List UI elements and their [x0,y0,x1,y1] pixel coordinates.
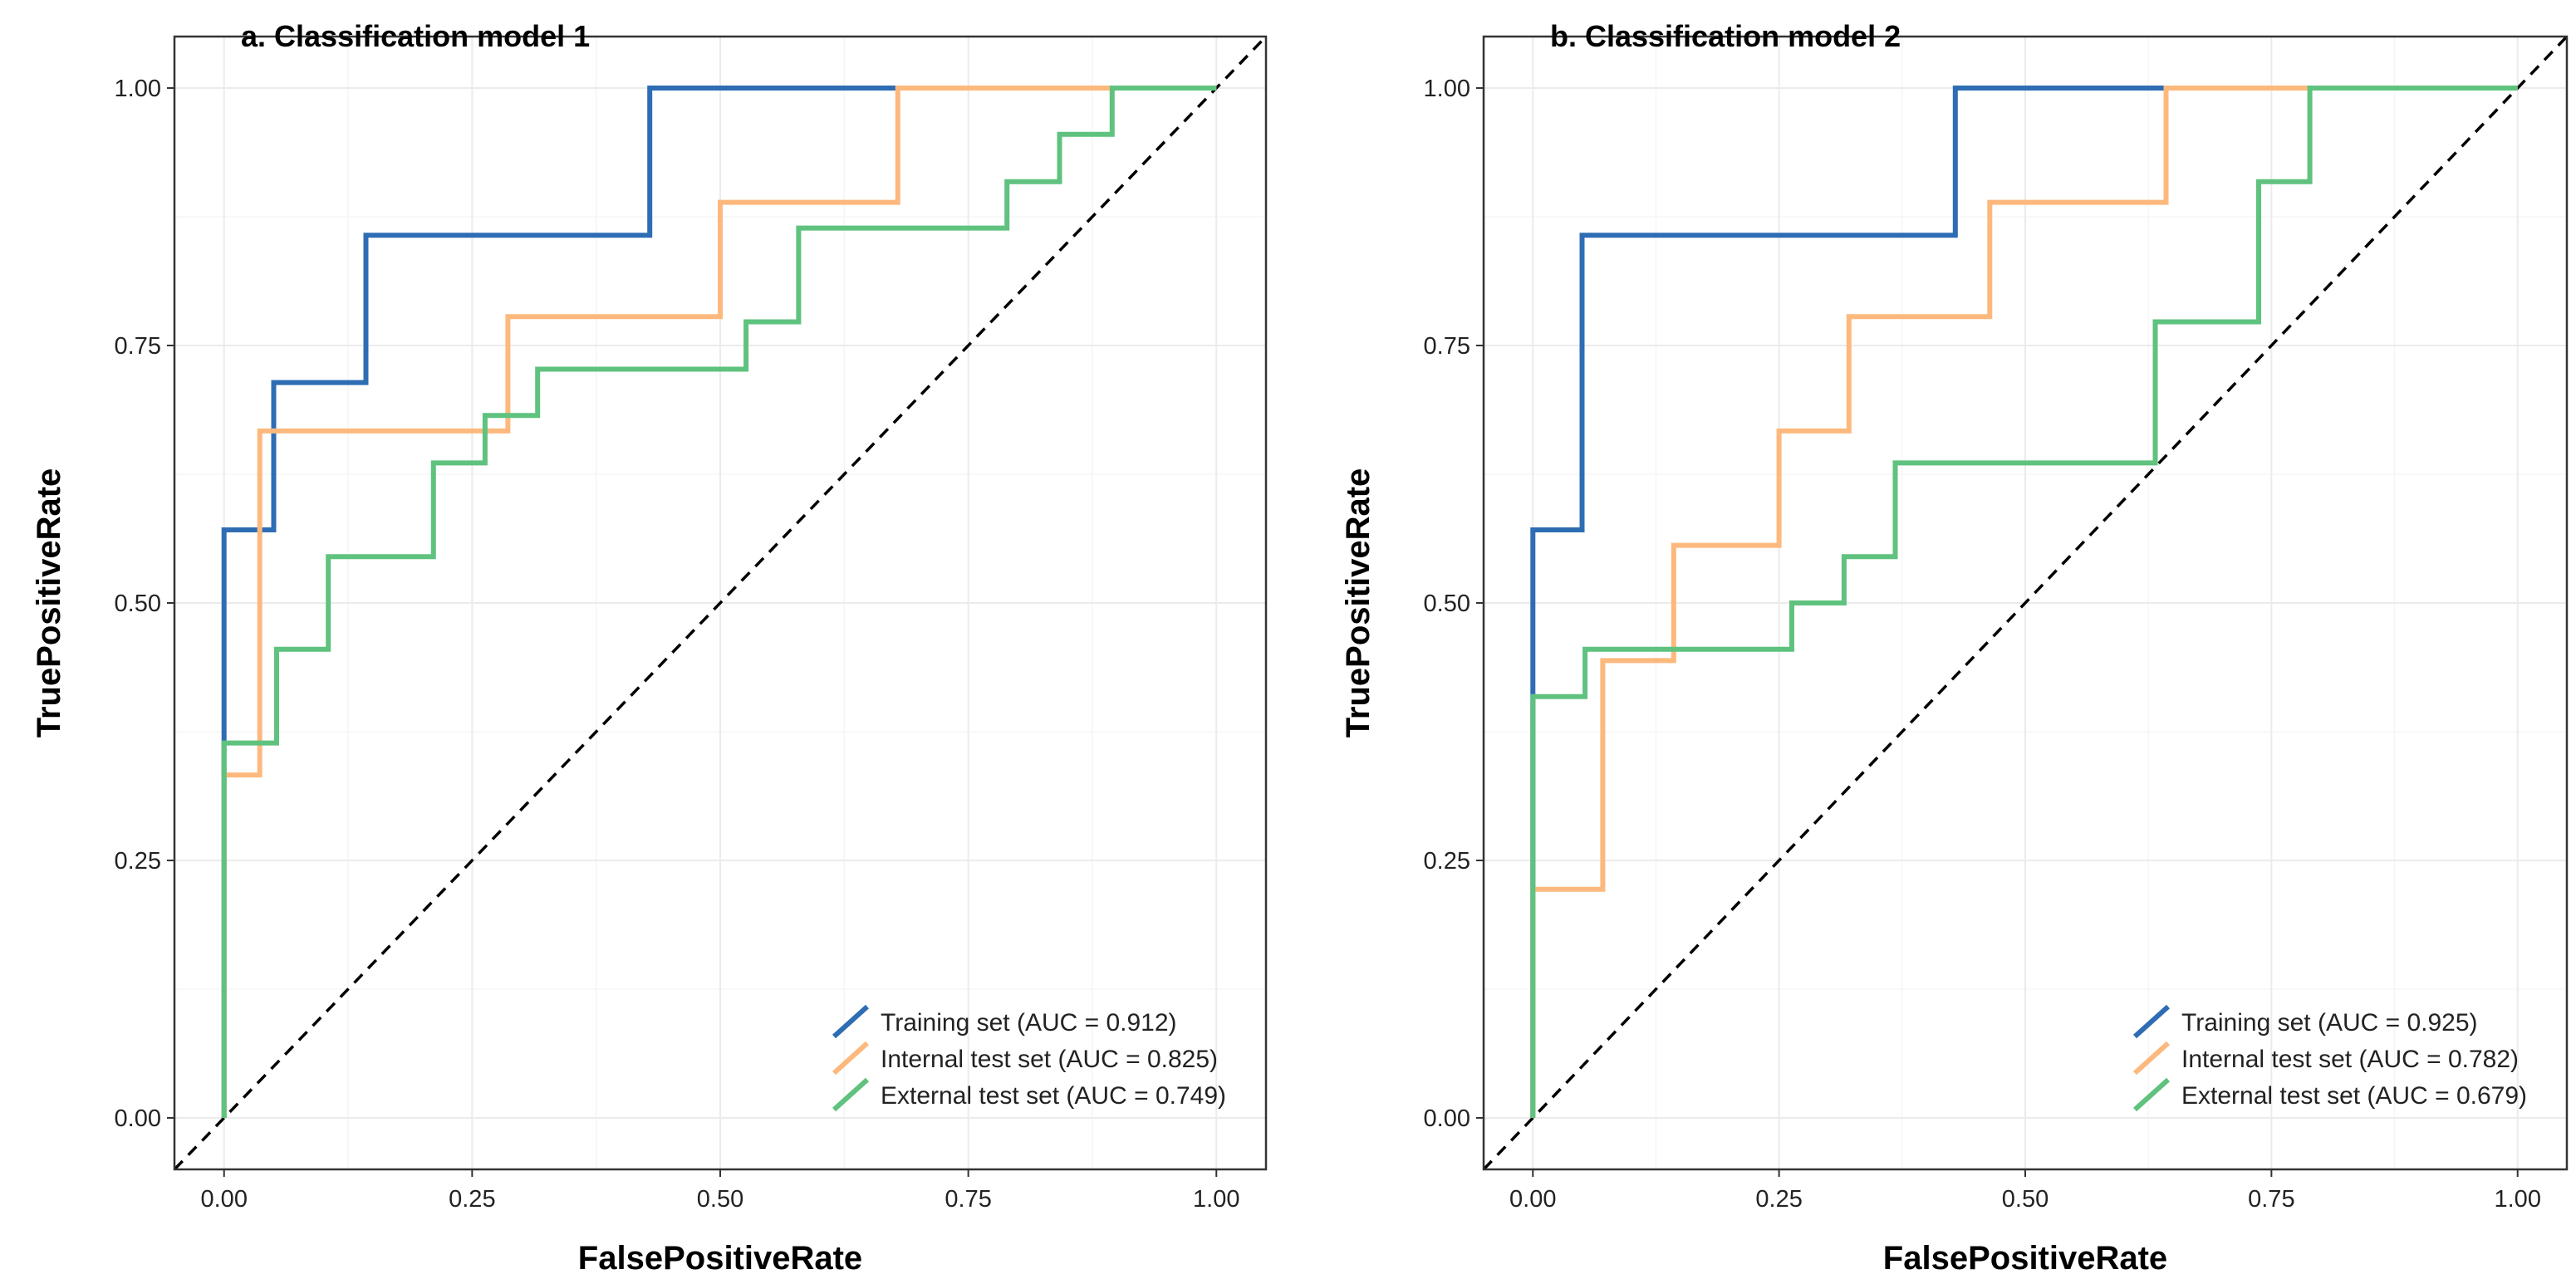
roc-curve-series-1 [221,86,1217,1118]
legend: Training set (AUC = 0.925) Internal test … [2132,1004,2527,1112]
x-tick-label: 1.00 [2495,1186,2541,1213]
y-tick-label: 0.75 [115,333,161,360]
roc-curve-series-1 [1530,86,2518,1118]
x-axis-title: FalsePositiveRate [1883,1240,2167,1277]
y-tick-label: 0.25 [1424,848,1470,875]
legend-key-series-2 [2132,1041,2171,1076]
y-tick-label: 0.00 [1424,1105,1470,1132]
legend-label: Training set (AUC = 0.912) [881,1009,1177,1037]
reference-diagonal-line [173,35,1268,1171]
x-tick-label: 0.00 [201,1186,248,1213]
x-axis-title: FalsePositiveRate [578,1240,862,1277]
chart-panel-a: 0.00 0.25 0.50 0.75 1.00 0.00 0.25 0.50 0.75 1.00… [31,19,1268,1277]
legend-label: Internal test set (AUC = 0.825) [881,1046,1218,1073]
roc-curve-series-3 [221,86,1217,1118]
legend-label: External test set (AUC = 0.749) [881,1082,1226,1110]
x-tick-label: 1.00 [1193,1186,1239,1213]
roc-curve-series-3 [1530,86,2518,1118]
legend-key-series-3 [2132,1077,2171,1112]
y-tick-label: 0.50 [115,591,161,617]
x-tick-label: 0.25 [1755,1186,1802,1213]
legend-label: Training set (AUC = 0.925) [2181,1009,2478,1037]
roc-curve-series-2 [221,86,1217,1118]
y-tick-label: 0.50 [1424,591,1470,617]
y-tick-label: 0.00 [115,1105,161,1132]
legend-label: Internal test set (AUC = 0.782) [2181,1046,2519,1073]
x-tick-label: 0.50 [2002,1186,2049,1213]
x-tick-label: 0.25 [449,1186,495,1213]
x-tick-label: 0.75 [945,1186,991,1213]
reference-diagonal-line [1482,35,2569,1171]
legend-label: External test set (AUC = 0.679) [2181,1082,2527,1110]
y-axis-title: TruePositiveRate [31,468,67,738]
chart-panel-b: 0.00 0.25 0.50 0.75 1.00 0.00 0.25 0.50 0.75 1.00… [1340,19,2569,1277]
y-tick-label: 1.00 [115,76,161,102]
x-tick-label: 0.50 [697,1186,743,1213]
legend: Training set (AUC = 0.912) Internal test … [832,1004,1226,1112]
x-tick-label: 0.75 [2248,1186,2294,1213]
chart-title: b. Classification model 2 [1550,19,1901,53]
legend-key-series-3 [832,1077,870,1112]
y-tick-label: 0.75 [1424,333,1470,360]
legend-key-series-1 [832,1004,870,1039]
roc-curve-series-2 [1530,86,2518,1118]
y-tick-label: 0.25 [115,848,161,875]
chart-title: a. Classification model 1 [241,19,590,53]
legend-key-series-2 [832,1041,870,1076]
x-tick-label: 0.00 [1509,1186,1556,1213]
legend-key-series-1 [2132,1004,2171,1039]
y-axis-title: TruePositiveRate [1340,468,1376,738]
y-tick-label: 1.00 [1424,76,1470,102]
